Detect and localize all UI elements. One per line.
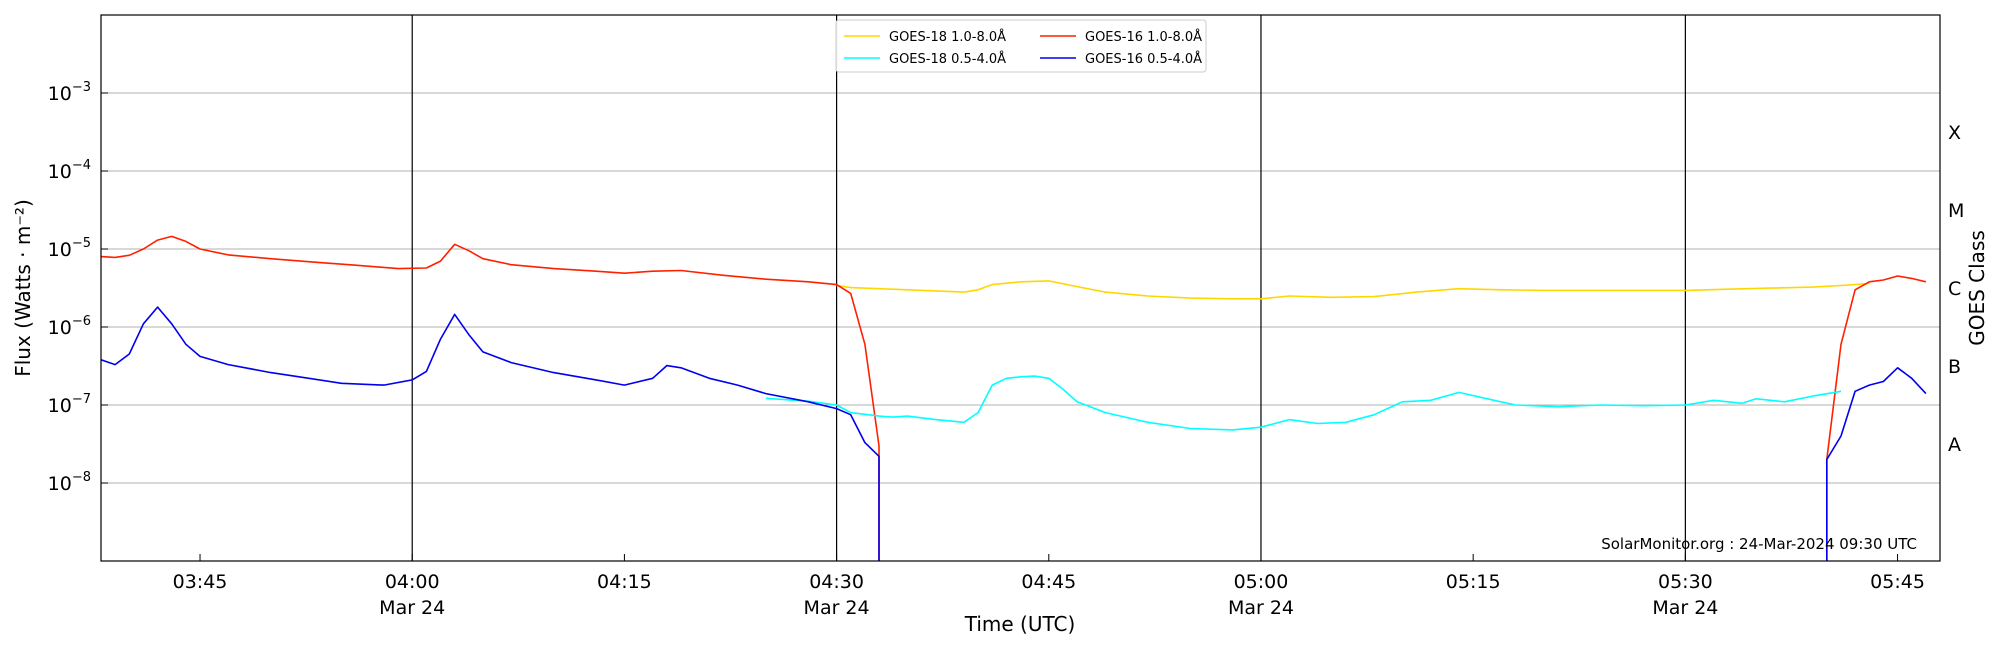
y-axis-title: Flux (Watts · m⁻²): [11, 199, 35, 377]
goes-class-label: M: [1948, 200, 1964, 222]
legend-label: GOES-16 0.5-4.0Å: [1085, 51, 1202, 67]
x-tick-date-label: Mar 24: [1228, 597, 1294, 619]
x-tick-label: 05:30: [1658, 571, 1713, 593]
x-tick-label: 05:45: [1870, 571, 1925, 593]
goes-class-label: X: [1948, 122, 1961, 144]
series-line: [1826, 275, 1927, 561]
y-tick-label: 10−8: [48, 470, 91, 495]
y-tick-label: 10−4: [48, 158, 91, 183]
x-tick-label: 04:15: [597, 571, 652, 593]
legend-label: GOES-18 1.0-8.0Å: [889, 29, 1006, 45]
x-tick-label: 03:45: [173, 571, 228, 593]
x-axis-ticks: 03:45 04:00 Mar 24 04:15 04:30 Mar 24 04:45 05:…: [173, 554, 1925, 619]
legend-box: [835, 19, 1207, 73]
credit-text: SolarMonitor.org : 24-Mar-2024 09:30 UTC: [1601, 535, 1917, 553]
x-tick-date-label: Mar 24: [379, 597, 445, 619]
y-tick-label: 10−3: [48, 80, 91, 105]
legend: GOES-18 1.0-8.0Å GOES-18 0.5-4.0Å GOES-16 …: [835, 19, 1207, 73]
series-lines: [101, 235, 1927, 561]
x-tick-date-label: Mar 24: [1652, 597, 1718, 619]
y-axis-ticks: 10−8 10−7 10−6 10−5 10−4 10−3: [48, 80, 108, 495]
horizontal-gridlines: [101, 92, 1940, 484]
goes-class-label: A: [1948, 434, 1961, 456]
legend-label: GOES-18 0.5-4.0Å: [889, 51, 1006, 67]
y-tick-label: 10−7: [48, 392, 91, 417]
goes-class-labels: A B C M X: [1948, 122, 1964, 456]
series-line: [101, 235, 880, 561]
series-line: [101, 306, 880, 561]
goes-class-label: C: [1948, 278, 1961, 300]
legend-label: GOES-16 1.0-8.0Å: [1085, 29, 1202, 45]
plot-frame: [100, 14, 1941, 562]
series-line: [836, 280, 1870, 300]
x-tick-label: 05:00: [1234, 571, 1289, 593]
x-tick-label: 04:00: [385, 571, 440, 593]
x-tick-label: 04:45: [1021, 571, 1076, 593]
x-axis-title: Time (UTC): [964, 612, 1076, 636]
x-tick-label: 05:15: [1446, 571, 1501, 593]
series-line: [1826, 367, 1927, 561]
goes-class-label: B: [1948, 356, 1961, 378]
day-marker-lines: [411, 15, 1686, 561]
x-tick-date-label: Mar 24: [804, 597, 870, 619]
series-line: [765, 375, 1842, 431]
y-tick-label: 10−5: [48, 236, 91, 261]
x-tick-label: 04:30: [809, 571, 864, 593]
y2-axis-title: GOES Class: [1965, 230, 1989, 346]
y-tick-label: 10−6: [48, 314, 91, 339]
